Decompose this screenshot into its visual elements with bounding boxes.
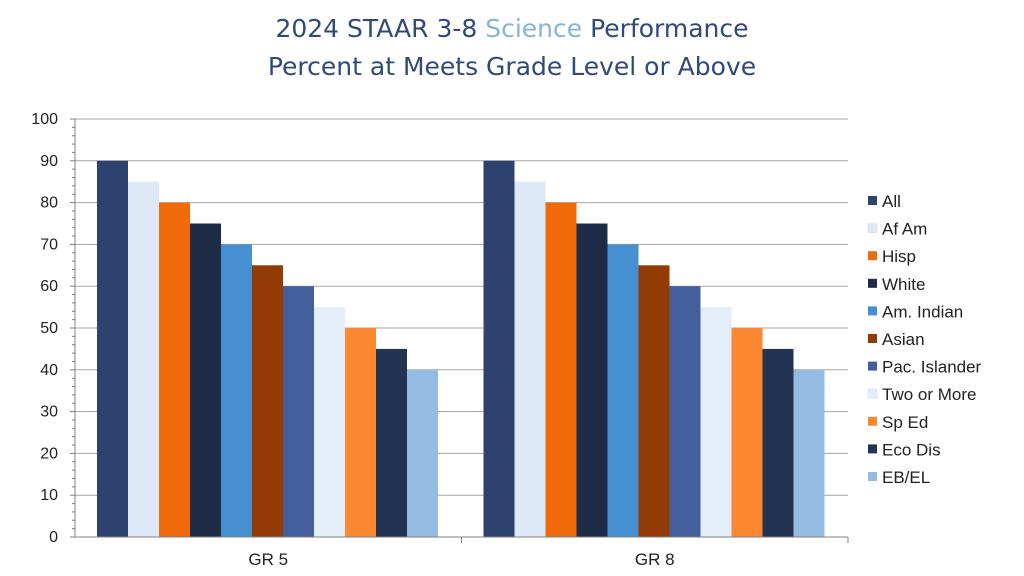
bar-af-am-gr-5 <box>128 181 159 537</box>
legend-swatch <box>868 196 877 205</box>
legend-label: EB/EL <box>882 468 930 487</box>
legend-swatch <box>868 444 877 454</box>
x-category-label: GR 8 <box>635 550 675 569</box>
bar-eb-el-gr-8 <box>793 369 825 537</box>
bar-pac-islander-gr-8 <box>669 286 701 537</box>
legend-label: Hisp <box>882 247 916 266</box>
bar-af-am-gr-8 <box>514 181 546 537</box>
legend-swatch <box>868 472 877 481</box>
bar-white-gr-5 <box>190 223 221 537</box>
legend-label: Asian <box>882 330 925 349</box>
legend-label: White <box>882 275 925 294</box>
bar-sp-ed-gr-5 <box>345 328 376 537</box>
legend-swatch <box>868 306 877 316</box>
y-tick-label: 20 <box>40 445 58 462</box>
y-tick-label: 60 <box>40 278 58 295</box>
bar-white-gr-8 <box>576 223 608 537</box>
legend-swatch <box>868 334 877 343</box>
title-line-2: Percent at Meets Grade Level or Above <box>267 52 757 81</box>
legend-label: All <box>882 192 901 211</box>
y-tick-label: 10 <box>40 487 58 504</box>
legend-label: Eco Dis <box>882 440 941 459</box>
bar-all-gr-8 <box>483 160 515 538</box>
title-suffix: Performance <box>582 14 749 43</box>
legend-label: Am. Indian <box>882 302 963 321</box>
bar-asian-gr-5 <box>252 265 283 537</box>
bar-hisp-gr-8 <box>545 202 577 537</box>
legend-swatch <box>868 361 877 371</box>
bar-am-indian-gr-8 <box>607 244 639 537</box>
bar-pac-islander-gr-5 <box>283 286 314 537</box>
legend-swatch <box>868 278 877 288</box>
bar-eb-el-gr-5 <box>407 369 438 537</box>
title-line-1: 2024 STAAR 3-8 Science Performance <box>0 10 1024 48</box>
y-tick-label: 30 <box>40 404 58 421</box>
legend-label: Pac. Islander <box>882 358 982 377</box>
bar-eco-dis-gr-8 <box>762 348 794 537</box>
legend-label: Af Am <box>882 220 927 239</box>
y-tick-label: 100 <box>31 111 58 128</box>
bar-all-gr-5 <box>97 160 128 538</box>
legend-swatch <box>868 416 877 426</box>
y-tick-label: 90 <box>40 153 58 170</box>
title-prefix: 2024 STAAR 3-8 <box>275 14 486 43</box>
y-tick-label: 70 <box>40 236 58 253</box>
y-tick-label: 50 <box>40 320 58 337</box>
bar-two-or-more-gr-8 <box>700 307 732 537</box>
axes: 0 10 20 30 40 50 60 70 80 90 100 GR 5 GR 8 <box>31 111 849 569</box>
y-tick-label: 0 <box>49 529 58 546</box>
legend-swatch <box>867 223 878 233</box>
bar-asian-gr-8 <box>638 265 670 537</box>
y-tick-label: 80 <box>40 195 58 212</box>
legend: All Af Am Hisp White Am. Indian Asian Pac. Isl… <box>867 192 982 487</box>
legend-swatch <box>868 251 877 261</box>
legend-label: Two or More <box>882 385 976 404</box>
legend-swatch <box>867 388 878 399</box>
legend-label: Sp Ed <box>882 413 928 432</box>
chart-title: 2024 STAAR 3-8 Science Performance Perce… <box>0 10 1024 86</box>
bar-am-indian-gr-5 <box>221 244 252 537</box>
bar-two-or-more-gr-5 <box>314 307 345 537</box>
y-tick-label: 40 <box>40 362 58 379</box>
title-accent: Science <box>485 14 583 43</box>
bar-eco-dis-gr-5 <box>376 348 407 537</box>
bars <box>97 160 825 538</box>
x-category-label: GR 5 <box>248 550 288 569</box>
bar-hisp-gr-5 <box>159 202 190 537</box>
bar-sp-ed-gr-8 <box>731 328 763 537</box>
